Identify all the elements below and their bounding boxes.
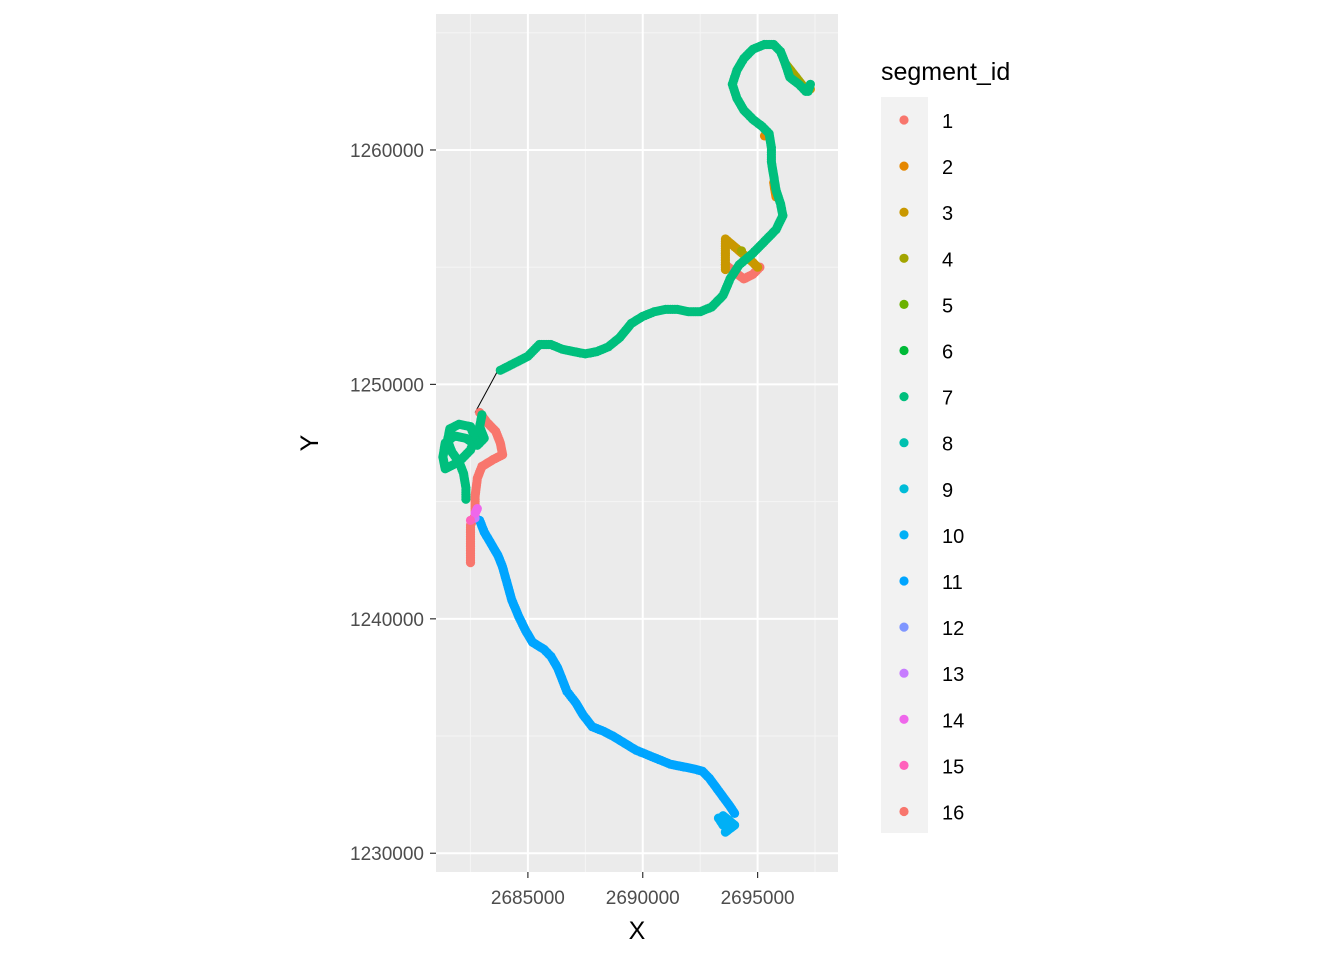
legend-key-12 — [899, 622, 909, 632]
x-axis-title: X — [629, 917, 646, 945]
x-tick-label: 2690000 — [606, 888, 680, 909]
legend-label-8: 8 — [942, 434, 953, 456]
legend-item-16: 16 — [899, 803, 964, 825]
point-segment-7 — [803, 86, 813, 96]
point-segment-15 — [465, 515, 476, 526]
legend-label-12: 12 — [942, 618, 964, 640]
legend-key-1 — [899, 115, 909, 125]
y-tick-label: 1230000 — [350, 844, 424, 865]
legend-item-4: 4 — [899, 249, 953, 271]
legend-label-4: 4 — [942, 249, 953, 271]
legend-key-3 — [899, 207, 909, 217]
legend-key-10 — [899, 530, 909, 540]
y-tick-label: 1260000 — [350, 141, 424, 162]
legend-item-10: 10 — [899, 526, 964, 548]
legend-key-14 — [899, 714, 909, 724]
series-segment-15 — [465, 515, 476, 526]
legend-label-1: 1 — [942, 111, 953, 133]
legend-item-3: 3 — [899, 203, 953, 225]
legend-label-5: 5 — [942, 295, 953, 317]
point-segment-4 — [736, 246, 747, 256]
connector-line — [474, 370, 499, 413]
legend-label-9: 9 — [942, 480, 953, 502]
series-segment-10 — [713, 811, 740, 837]
legend-label-2: 2 — [942, 157, 953, 179]
legend-key-6 — [899, 345, 909, 356]
legend-item-14: 14 — [899, 710, 964, 732]
legend-label-14: 14 — [942, 710, 964, 732]
legend-label-3: 3 — [942, 203, 953, 225]
legend-label-10: 10 — [942, 526, 964, 548]
legend-label-16: 16 — [942, 803, 964, 825]
legend-title: segment_id — [881, 58, 1010, 86]
legend-label-15: 15 — [942, 756, 964, 778]
legend-label-6: 6 — [942, 342, 953, 364]
x-tick-label: 2695000 — [721, 888, 795, 909]
legend-label-13: 13 — [942, 664, 964, 686]
legend-item-15: 15 — [899, 756, 964, 778]
legend-key-13 — [899, 668, 909, 678]
legend-item-7: 7 — [899, 388, 953, 410]
y-tick-label: 1240000 — [350, 610, 424, 631]
series-segment-11 — [475, 515, 740, 819]
x-axis: 2685000 2690000 2695000 — [491, 872, 795, 909]
series-segment-3 — [720, 84, 816, 275]
data-points — [438, 39, 816, 837]
series-segment-1 — [465, 407, 508, 568]
y-axis: 1230000 1240000 1250000 1260000 — [350, 141, 436, 865]
legend-key-background — [881, 97, 928, 833]
legend-key-8 — [899, 438, 909, 448]
legend-key-5 — [899, 299, 909, 309]
legend-item-5: 5 — [899, 295, 953, 317]
legend-item-8: 8 — [899, 434, 953, 456]
point-segment-10 — [720, 827, 731, 837]
legend-label-7: 7 — [942, 388, 953, 410]
point-segment-3 — [753, 262, 763, 272]
point-segment-14 — [470, 508, 480, 518]
point-segment-7 — [477, 410, 487, 420]
major-grid — [436, 14, 838, 872]
series-segment-14 — [470, 504, 482, 518]
legend-item-13: 13 — [899, 664, 964, 686]
legend-item-12: 12 — [899, 618, 964, 640]
legend-item-1: 1 — [899, 111, 953, 133]
legend-key-11 — [899, 576, 909, 586]
y-tick-label: 1250000 — [350, 375, 424, 396]
legend-key-16 — [899, 806, 909, 817]
x-tick-label: 2685000 — [491, 888, 565, 909]
legend-key-2 — [899, 161, 909, 171]
legend-key-15 — [899, 760, 909, 771]
legend-item-9: 9 — [899, 480, 953, 502]
point-segment-11 — [730, 808, 740, 819]
series-segment-7 — [438, 39, 816, 504]
legend-item-2: 2 — [899, 157, 953, 179]
legend-key-7 — [899, 392, 909, 402]
legend-item-11: 11 — [899, 572, 963, 594]
y-axis-title: Y — [296, 434, 324, 451]
legend-label-11: 11 — [942, 572, 963, 594]
legend-key-9 — [899, 484, 909, 494]
minor-grid — [436, 14, 838, 872]
legend-item-6: 6 — [899, 342, 953, 364]
legend-key-4 — [899, 253, 909, 263]
